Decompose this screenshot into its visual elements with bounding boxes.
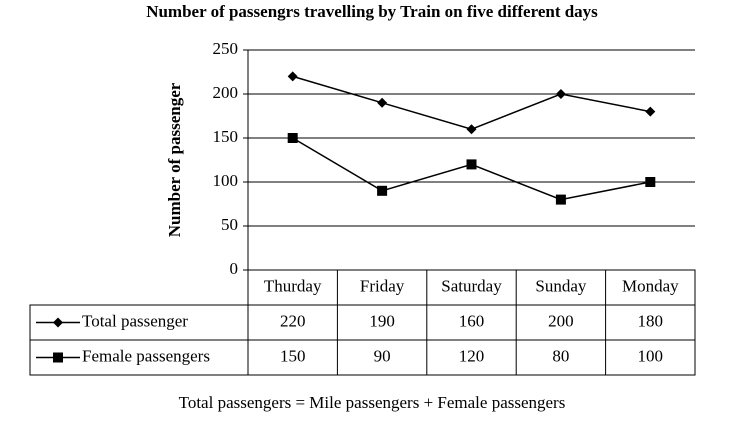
table-value: 180 — [638, 311, 664, 330]
table-value: 120 — [459, 346, 485, 365]
table-value: 160 — [459, 311, 485, 330]
marker — [645, 106, 656, 117]
legend-label: Female passengers — [82, 346, 210, 365]
table-value: 150 — [280, 346, 306, 365]
x-tick-label: Saturday — [441, 276, 502, 295]
marker — [555, 194, 566, 205]
table-value: 200 — [548, 311, 574, 330]
x-tick-label: Friday — [360, 276, 405, 295]
table-value: 220 — [280, 311, 306, 330]
series-line — [292, 75, 651, 130]
marker — [377, 185, 388, 196]
marker — [377, 97, 388, 108]
table-value: 90 — [374, 346, 391, 365]
y-tick-label: 100 — [213, 171, 239, 190]
marker — [53, 352, 63, 363]
table-value: 80 — [552, 346, 569, 365]
y-tick-label: 0 — [230, 259, 239, 278]
marker — [466, 159, 477, 170]
x-tick-label: Thurday — [264, 276, 322, 295]
y-tick-label: 250 — [213, 39, 239, 58]
table-value: 100 — [638, 346, 664, 365]
marker — [287, 71, 298, 82]
marker — [555, 89, 566, 99]
y-axis-label: Number of passenger — [165, 82, 184, 237]
x-tick-label: Sunday — [535, 276, 587, 295]
x-tick-label: Monday — [622, 276, 679, 295]
footnote: Total passengers = Mile passengers + Fem… — [179, 393, 566, 412]
y-tick-label: 150 — [213, 127, 239, 146]
marker — [645, 177, 656, 187]
marker — [466, 124, 477, 135]
chart-title: Number of passengrs travelling by Train … — [146, 2, 598, 21]
y-tick-label: 50 — [221, 215, 238, 234]
y-tick-label: 200 — [213, 83, 239, 102]
marker — [287, 133, 298, 143]
legend-label: Total passenger — [82, 311, 188, 330]
table-value: 190 — [369, 311, 395, 330]
marker — [53, 317, 63, 328]
